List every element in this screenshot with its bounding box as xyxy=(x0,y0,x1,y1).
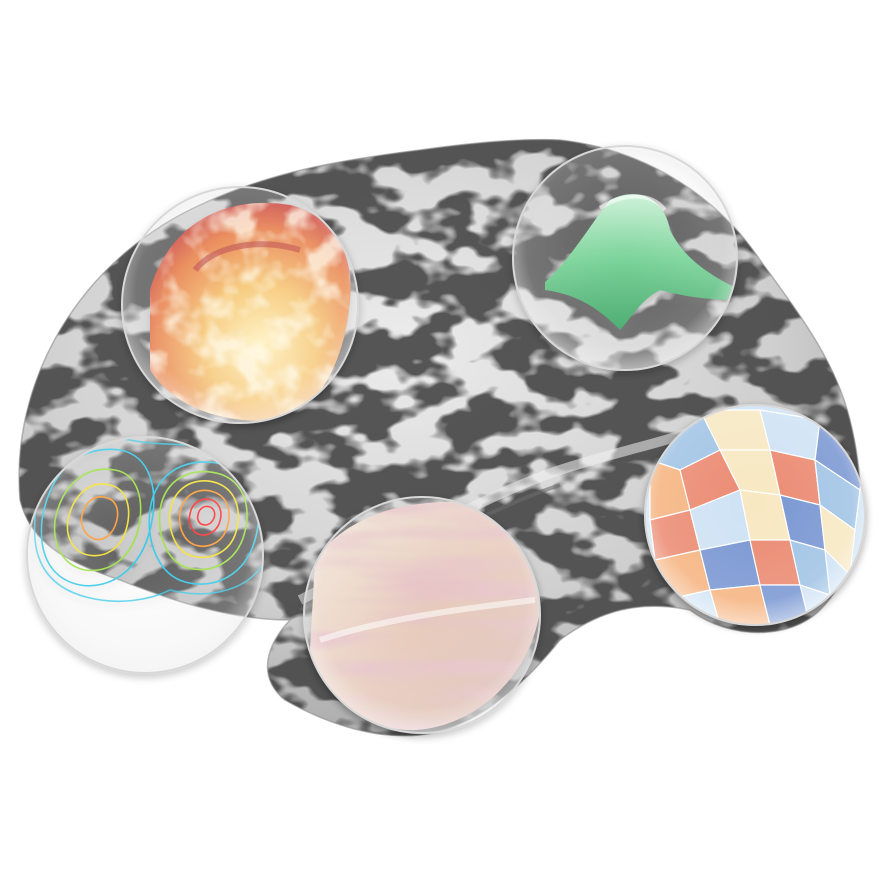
temporal-pink-lens xyxy=(303,496,541,734)
frontal-heat-lens xyxy=(121,186,359,424)
prefrontal-contour-lens xyxy=(26,436,264,674)
parietal-green-lens xyxy=(512,145,738,371)
occipital-parcel-lens xyxy=(644,404,866,626)
